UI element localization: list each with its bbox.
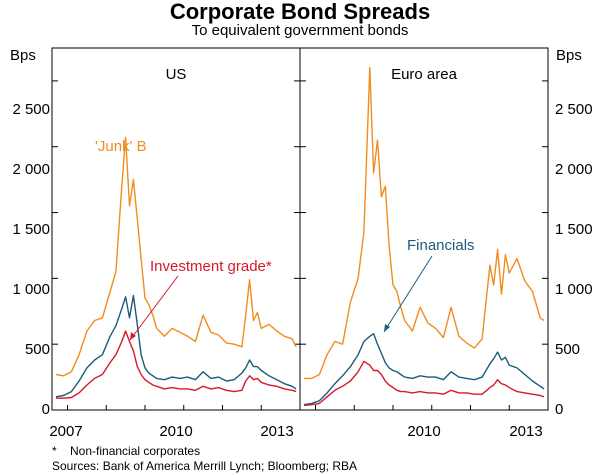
panel-title-us: US [165, 66, 187, 83]
y-tick-right-1500: 1 500 [555, 221, 593, 238]
x-tick-2010-us: 2010 [159, 423, 193, 440]
x-tick-2013-us: 2013 [260, 423, 294, 440]
y-tick-right-0: 0 [555, 401, 564, 418]
y-axis-label-left: Bps [10, 47, 36, 64]
arrowhead-financials [384, 324, 390, 332]
series-line-investment-grade-euro [303, 360, 545, 407]
label-investment-grade: Investment grade* [150, 258, 272, 275]
y-tick-right-1000: 1 000 [555, 281, 593, 298]
arrow-investment-grade [129, 275, 179, 341]
chart-title: Corporate Bond Spreads [169, 0, 431, 24]
sources-note: Sources: Bank of America Merrill Lynch; … [52, 459, 358, 473]
panel-frame-euro [299, 47, 549, 411]
y-tick-left-1000: 1 000 [12, 281, 50, 298]
chart-subtitle: To equivalent government bonds [191, 22, 409, 39]
y-tick-right-2000: 2 000 [555, 161, 593, 178]
label-junk-b: 'Junk' B [95, 138, 147, 155]
series-line-investment-grade-us [55, 330, 297, 399]
y-tick-left-500: 500 [24, 341, 50, 358]
x-tick-2010-euro: 2010 [407, 423, 441, 440]
series-line-financials-us [55, 294, 297, 398]
y-tick-right-500: 500 [555, 341, 581, 358]
series-line-financials-euro [303, 333, 545, 406]
panel-title-euro: Euro area [391, 66, 457, 83]
y-tick-left-1500: 1 500 [12, 221, 50, 238]
panel-frame-us [51, 47, 301, 411]
y-tick-left-2000: 2 000 [12, 161, 50, 178]
y-tick-left-0: 0 [41, 401, 50, 418]
series-line-junk-b-euro [303, 66, 545, 380]
x-tick-2007: 2007 [49, 423, 83, 440]
arrowhead-investment-grade [130, 332, 136, 340]
label-financials: Financials [407, 237, 475, 254]
footnote: * Non-financial corporates [52, 444, 201, 458]
y-axis-label-right: Bps [556, 47, 582, 64]
x-tick-2013-euro: 2013 [509, 423, 543, 440]
arrow-financials [383, 255, 433, 333]
series-line-junk-b-us [55, 136, 297, 377]
y-tick-right-2500: 2 500 [555, 101, 593, 118]
y-tick-left-2500: 2 500 [12, 101, 50, 118]
